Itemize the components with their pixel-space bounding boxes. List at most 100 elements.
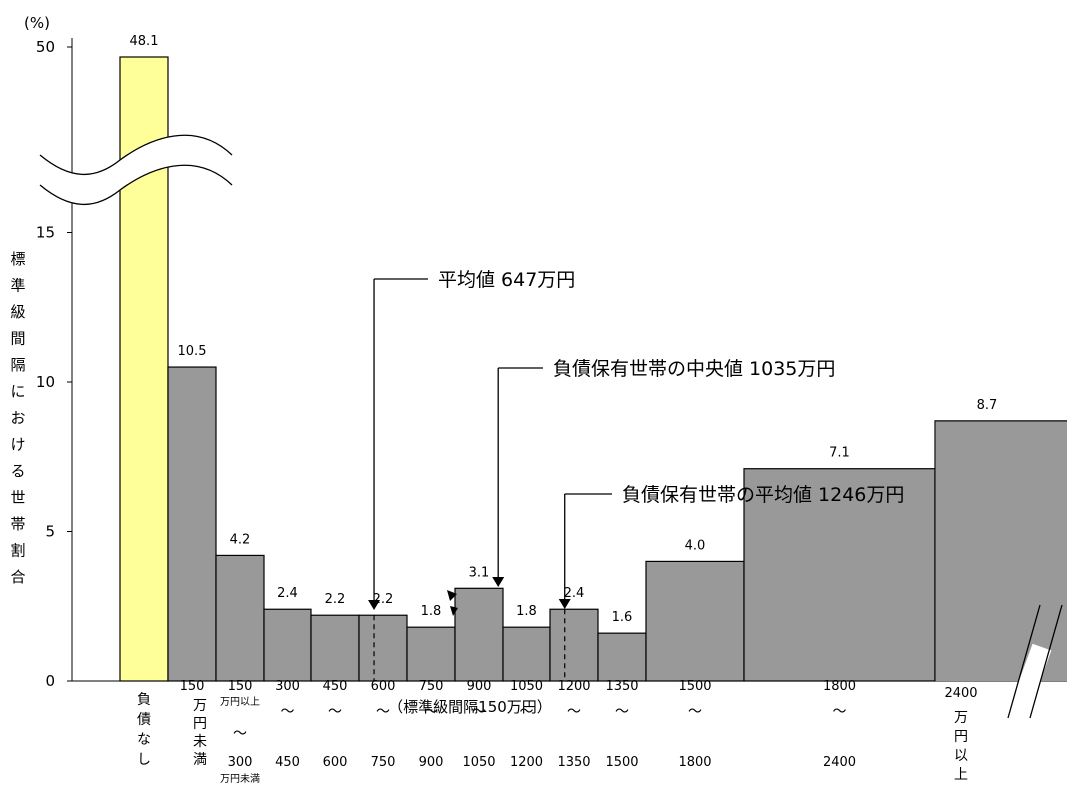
x-tick-label: し xyxy=(137,752,151,768)
annotation-arrow xyxy=(492,577,505,587)
x-tick-label: ～ xyxy=(424,704,438,720)
x-tick-label: ～ xyxy=(520,704,534,720)
bar-value-label: 2.4 xyxy=(564,586,585,601)
x-axis-title: （標準級間隔150万円） xyxy=(388,698,552,716)
y-axis-title-char: 級 xyxy=(10,303,25,321)
x-tick-label: な xyxy=(137,732,151,748)
bar xyxy=(358,614,408,682)
x-tick-label: 未 xyxy=(193,734,207,750)
x-tick-label: 450 xyxy=(275,755,300,770)
annotation-arrow xyxy=(447,590,457,601)
bar-value-label: 8.7 xyxy=(977,398,998,413)
x-tick-label: 600 xyxy=(323,755,348,770)
x-tick-label: 円 xyxy=(954,729,968,745)
annotation-arrow xyxy=(368,600,381,610)
bar xyxy=(549,608,599,682)
x-tick-label: 1800 xyxy=(823,679,856,694)
bar-value-label: 4.0 xyxy=(685,538,706,553)
bar xyxy=(215,554,265,682)
x-tick-label: 900 xyxy=(419,755,444,770)
y-axis-title-char: 隔 xyxy=(10,356,25,374)
x-tick-label: 600 xyxy=(371,679,396,694)
x-tick-label: 負 xyxy=(137,692,151,708)
bar xyxy=(597,632,647,682)
bar-value-label: 4.2 xyxy=(230,532,251,547)
x-tick-label: ～ xyxy=(281,704,295,720)
annotation-label: 負債保有世帯の中央値 1035万円 xyxy=(553,358,835,380)
x-tick-label: 満 xyxy=(193,752,207,768)
bar xyxy=(263,608,312,682)
y-axis-title-char: 合 xyxy=(10,568,25,586)
x-tick-label: 150 xyxy=(228,679,253,694)
x-tick-label: 150 xyxy=(180,679,205,694)
y-unit-label: (%) xyxy=(24,14,50,32)
x-break-line xyxy=(1029,604,1063,719)
x-tick-label: 900 xyxy=(467,679,492,694)
y-axis-title-char: 世 xyxy=(10,489,25,507)
bar xyxy=(167,366,217,682)
y-tick-label: 15 xyxy=(36,224,55,242)
axis-break-fill xyxy=(40,135,232,205)
x-tick-label: 1350 xyxy=(605,679,638,694)
bar xyxy=(310,614,360,682)
bar-value-label: 1.8 xyxy=(516,604,537,619)
x-tick-label: ～ xyxy=(567,704,581,720)
y-tick-label: 10 xyxy=(36,373,55,391)
x-tick-label: ～ xyxy=(688,704,702,720)
y-axis-title-char: 標 xyxy=(10,250,25,268)
y-axis-title-char: 準 xyxy=(10,277,25,295)
bar-value-label: 48.1 xyxy=(130,34,159,49)
x-tick-label: 1350 xyxy=(557,755,590,770)
bar xyxy=(454,587,504,682)
x-tick-label: 万 xyxy=(193,698,207,714)
bar-fill xyxy=(935,421,1067,681)
bar-value-label: 1.8 xyxy=(421,604,442,619)
x-tick-label: 上 xyxy=(954,767,968,783)
x-tick-label: ～ xyxy=(233,726,247,742)
annotation-arrow xyxy=(558,599,571,609)
bar xyxy=(502,626,551,682)
x-tick-label: 2400 xyxy=(823,755,856,770)
y-axis-title-char: 間 xyxy=(10,330,25,348)
x-tick-label: 1200 xyxy=(557,679,590,694)
bar xyxy=(406,626,456,682)
x-tick-label: 750 xyxy=(419,679,444,694)
y-axis-title-char: に xyxy=(10,383,25,401)
x-tick-label: 1200 xyxy=(510,755,543,770)
bar-value-label: 2.4 xyxy=(277,586,298,601)
bar-value-label: 1.6 xyxy=(612,610,633,625)
bar-value-label: 7.1 xyxy=(829,446,850,461)
x-tick-label: 1050 xyxy=(462,755,495,770)
x-tick-label: 300 xyxy=(228,755,253,770)
x-tick-label: ～ xyxy=(328,704,342,720)
x-tick-labels: 負債なし150万円未満150万円以上～300万円未満300～450450～600… xyxy=(137,679,978,785)
bar-value-label: 2.2 xyxy=(325,592,346,607)
y-axis-title-char: 帯 xyxy=(10,515,25,533)
x-break-line xyxy=(1007,604,1041,719)
y-axis-title-char: お xyxy=(10,409,25,427)
x-tick-label: 2400 xyxy=(944,686,977,701)
x-tick-label: 以 xyxy=(954,748,968,764)
y-tick-label: 50 xyxy=(36,38,55,56)
x-tick-label: 450 xyxy=(323,679,348,694)
y-axis-title-char: 割 xyxy=(10,542,25,560)
x-break-gap xyxy=(1005,643,1052,726)
x-tick-label: 300 xyxy=(275,679,300,694)
bar-value-label: 10.5 xyxy=(178,344,207,359)
x-tick-label: 万 xyxy=(954,710,968,726)
y-tick-label: 5 xyxy=(45,523,55,541)
x-tick-label: ～ xyxy=(472,704,486,720)
annotation-arrow xyxy=(450,606,458,616)
annotation-label: 負債保有世帯の平均値 1246万円 xyxy=(622,484,904,506)
x-tick-label: 万円以上 xyxy=(220,696,260,708)
x-tick-label: 1500 xyxy=(678,679,711,694)
x-tick-label: 1800 xyxy=(678,755,711,770)
x-tick-label: 1050 xyxy=(510,679,543,694)
x-tick-label: 750 xyxy=(371,755,396,770)
annotation-label: 平均値 647万円 xyxy=(438,269,575,291)
y-axis-title-char: る xyxy=(10,462,25,480)
x-tick-label: ～ xyxy=(833,704,847,720)
